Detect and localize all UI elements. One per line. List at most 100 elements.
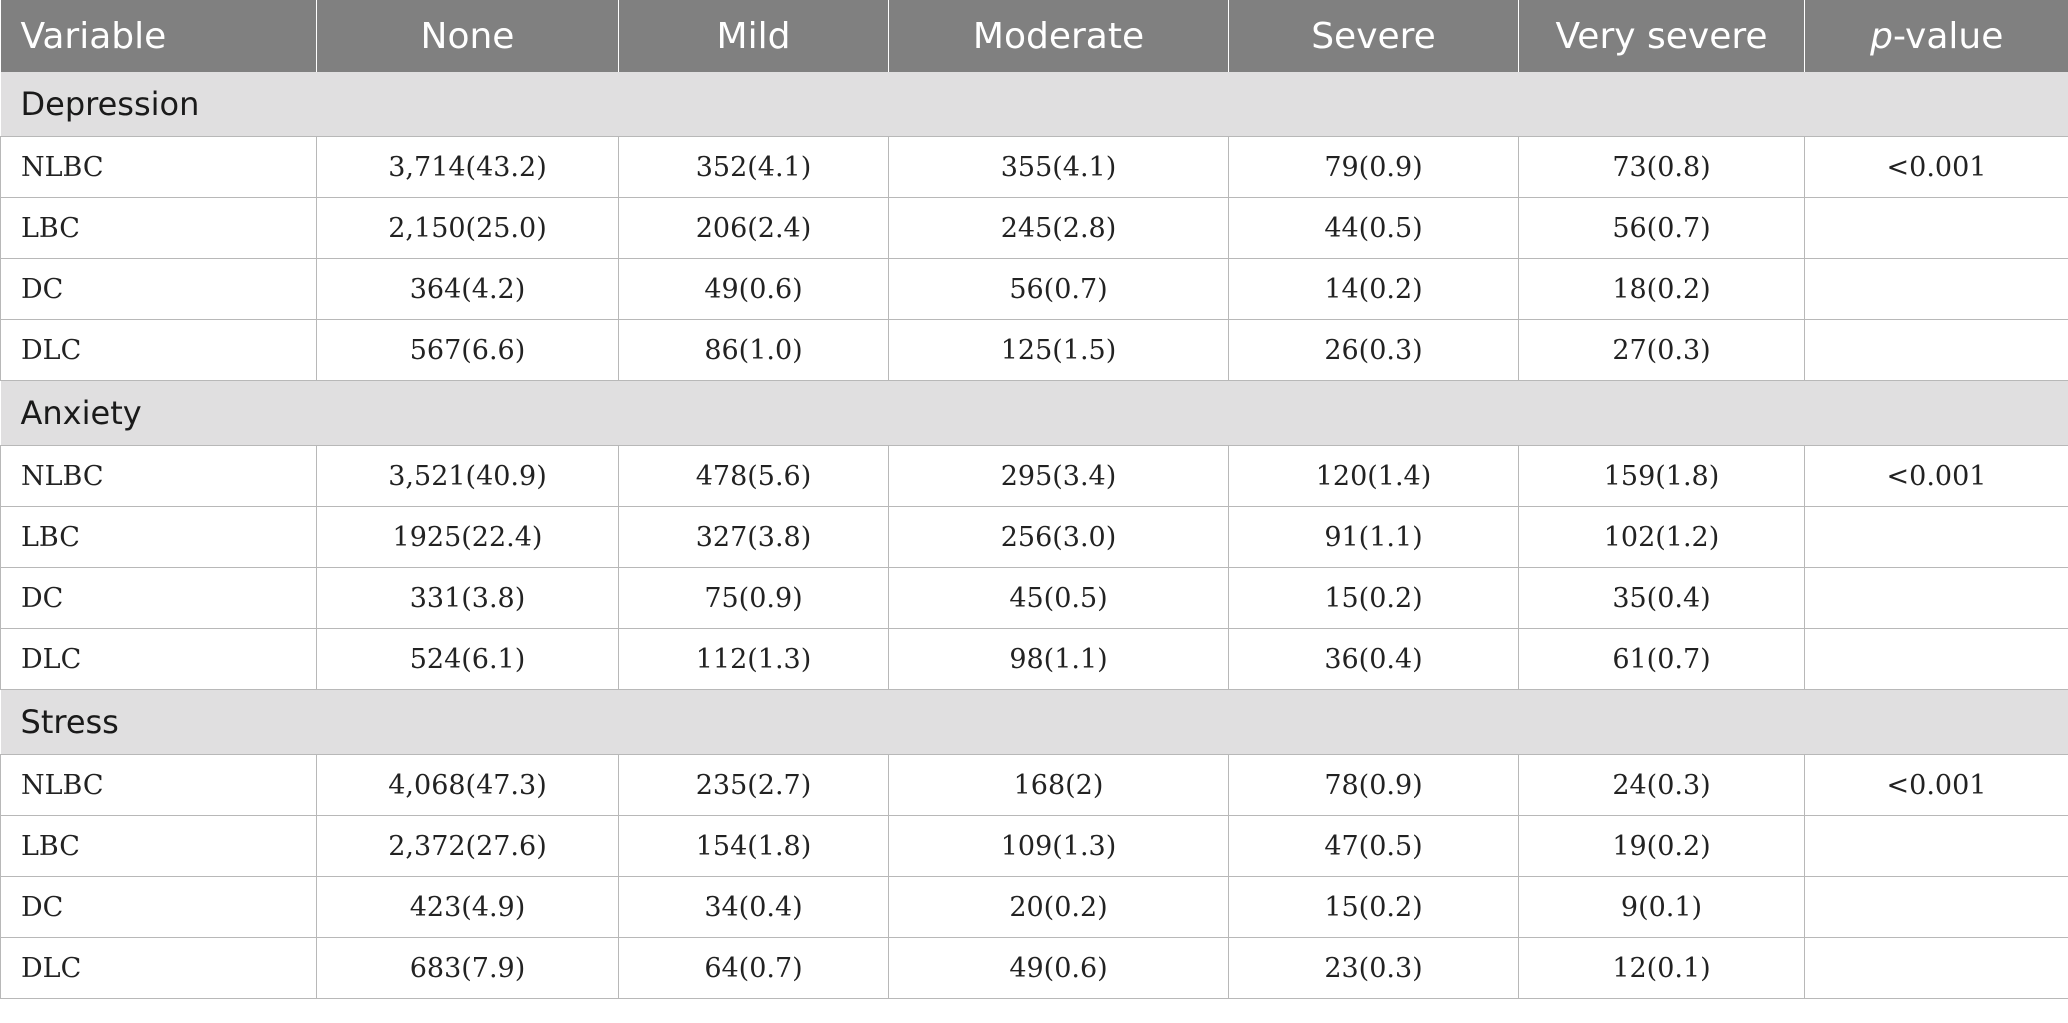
cell-none: 331(3.8)	[316, 567, 619, 629]
header-p-value-suffix: -value	[1893, 15, 2004, 57]
table-row: DC 331(3.8) 75(0.9) 45(0.5) 15(0.2) 35(0.4)	[0, 567, 2068, 629]
cell-mild: 34(0.4)	[618, 876, 889, 938]
cell-mild: 154(1.8)	[618, 815, 889, 877]
cell-p-value: <0.001	[1804, 136, 2068, 198]
section-row: Depression	[0, 72, 2068, 137]
cell-moderate: 98(1.1)	[888, 628, 1229, 690]
cell-moderate: 45(0.5)	[888, 567, 1229, 629]
cell-p-value	[1804, 506, 2068, 568]
section-title: Anxiety	[0, 380, 2068, 446]
cell-none: 1925(22.4)	[316, 506, 619, 568]
cell-severe: 78(0.9)	[1228, 754, 1519, 816]
cell-very-severe: 9(0.1)	[1518, 876, 1805, 938]
table-row: DLC 683(7.9) 64(0.7) 49(0.6) 23(0.3) 12(0.1)	[0, 937, 2068, 999]
cell-none: 2,150(25.0)	[316, 197, 619, 259]
cell-variable: NLBC	[0, 136, 317, 198]
cell-mild: 112(1.3)	[618, 628, 889, 690]
cell-p-value	[1804, 197, 2068, 259]
cell-none: 2,372(27.6)	[316, 815, 619, 877]
cell-mild: 64(0.7)	[618, 937, 889, 999]
table-row: DC 423(4.9) 34(0.4) 20(0.2) 15(0.2) 9(0.1)	[0, 876, 2068, 938]
cell-severe: 120(1.4)	[1228, 445, 1519, 507]
cell-mild: 327(3.8)	[618, 506, 889, 568]
cell-p-value: <0.001	[1804, 754, 2068, 816]
header-moderate: Moderate	[888, 0, 1229, 72]
cell-variable: NLBC	[0, 445, 317, 507]
cell-mild: 235(2.7)	[618, 754, 889, 816]
cell-mild: 206(2.4)	[618, 197, 889, 259]
cell-variable: DLC	[0, 319, 317, 381]
cell-mild: 352(4.1)	[618, 136, 889, 198]
cell-very-severe: 61(0.7)	[1518, 628, 1805, 690]
cell-moderate: 295(3.4)	[888, 445, 1229, 507]
cell-variable: DC	[0, 876, 317, 938]
cell-moderate: 125(1.5)	[888, 319, 1229, 381]
cell-very-severe: 19(0.2)	[1518, 815, 1805, 877]
header-none: None	[316, 0, 619, 72]
header-severe: Severe	[1228, 0, 1519, 72]
table-row: DLC 567(6.6) 86(1.0) 125(1.5) 26(0.3) 27(0.3)	[0, 319, 2068, 381]
cell-moderate: 109(1.3)	[888, 815, 1229, 877]
cell-variable: DLC	[0, 628, 317, 690]
cell-severe: 36(0.4)	[1228, 628, 1519, 690]
cell-variable: DC	[0, 258, 317, 320]
cell-p-value	[1804, 628, 2068, 690]
cell-p-value	[1804, 258, 2068, 320]
table-row: NLBC 3,714(43.2) 352(4.1) 355(4.1) 79(0.9) 73…	[0, 136, 2068, 198]
cell-p-value	[1804, 876, 2068, 938]
cell-very-severe: 12(0.1)	[1518, 937, 1805, 999]
cell-severe: 14(0.2)	[1228, 258, 1519, 320]
cell-severe: 26(0.3)	[1228, 319, 1519, 381]
cell-mild: 75(0.9)	[618, 567, 889, 629]
cell-moderate: 49(0.6)	[888, 937, 1229, 999]
header-p-value-italic-p: p	[1870, 15, 1893, 57]
cell-none: 683(7.9)	[316, 937, 619, 999]
cell-very-severe: 56(0.7)	[1518, 197, 1805, 259]
cell-variable: NLBC	[0, 754, 317, 816]
table-row: LBC 2,150(25.0) 206(2.4) 245(2.8) 44(0.5) 56(…	[0, 197, 2068, 259]
cell-moderate: 245(2.8)	[888, 197, 1229, 259]
section-row: Stress	[0, 689, 2068, 755]
cell-variable: DLC	[0, 937, 317, 999]
cell-variable: DC	[0, 567, 317, 629]
table-row: LBC 1925(22.4) 327(3.8) 256(3.0) 91(1.1) 102(…	[0, 506, 2068, 568]
section-row: Anxiety	[0, 380, 2068, 446]
table-row: LBC 2,372(27.6) 154(1.8) 109(1.3) 47(0.5) 19(…	[0, 815, 2068, 877]
table-row: DLC 524(6.1) 112(1.3) 98(1.1) 36(0.4) 61(0.7)	[0, 628, 2068, 690]
cell-very-severe: 35(0.4)	[1518, 567, 1805, 629]
cell-severe: 79(0.9)	[1228, 136, 1519, 198]
section-title: Stress	[0, 689, 2068, 755]
cell-none: 524(6.1)	[316, 628, 619, 690]
cell-very-severe: 159(1.8)	[1518, 445, 1805, 507]
cell-severe: 44(0.5)	[1228, 197, 1519, 259]
table-row: NLBC 3,521(40.9) 478(5.6) 295(3.4) 120(1.4) 1…	[0, 445, 2068, 507]
cell-none: 423(4.9)	[316, 876, 619, 938]
cell-mild: 478(5.6)	[618, 445, 889, 507]
cell-severe: 23(0.3)	[1228, 937, 1519, 999]
cell-p-value	[1804, 567, 2068, 629]
cell-severe: 15(0.2)	[1228, 876, 1519, 938]
table-header-row: Variable None Mild Moderate Severe Very …	[0, 0, 2068, 72]
cell-very-severe: 24(0.3)	[1518, 754, 1805, 816]
cell-variable: LBC	[0, 506, 317, 568]
cell-moderate: 256(3.0)	[888, 506, 1229, 568]
cell-p-value	[1804, 937, 2068, 999]
cell-none: 3,521(40.9)	[316, 445, 619, 507]
table-row: DC 364(4.2) 49(0.6) 56(0.7) 14(0.2) 18(0.2)	[0, 258, 2068, 320]
cell-none: 567(6.6)	[316, 319, 619, 381]
cell-very-severe: 18(0.2)	[1518, 258, 1805, 320]
header-p-value: p-value	[1804, 0, 2068, 72]
header-mild: Mild	[618, 0, 889, 72]
cell-variable: LBC	[0, 197, 317, 259]
data-table: Variable None Mild Moderate Severe Very …	[0, 0, 2068, 999]
header-very-severe: Very severe	[1518, 0, 1805, 72]
cell-very-severe: 73(0.8)	[1518, 136, 1805, 198]
cell-moderate: 56(0.7)	[888, 258, 1229, 320]
cell-moderate: 20(0.2)	[888, 876, 1229, 938]
cell-moderate: 168(2)	[888, 754, 1229, 816]
cell-none: 364(4.2)	[316, 258, 619, 320]
cell-severe: 47(0.5)	[1228, 815, 1519, 877]
cell-very-severe: 102(1.2)	[1518, 506, 1805, 568]
cell-p-value	[1804, 319, 2068, 381]
cell-none: 4,068(47.3)	[316, 754, 619, 816]
